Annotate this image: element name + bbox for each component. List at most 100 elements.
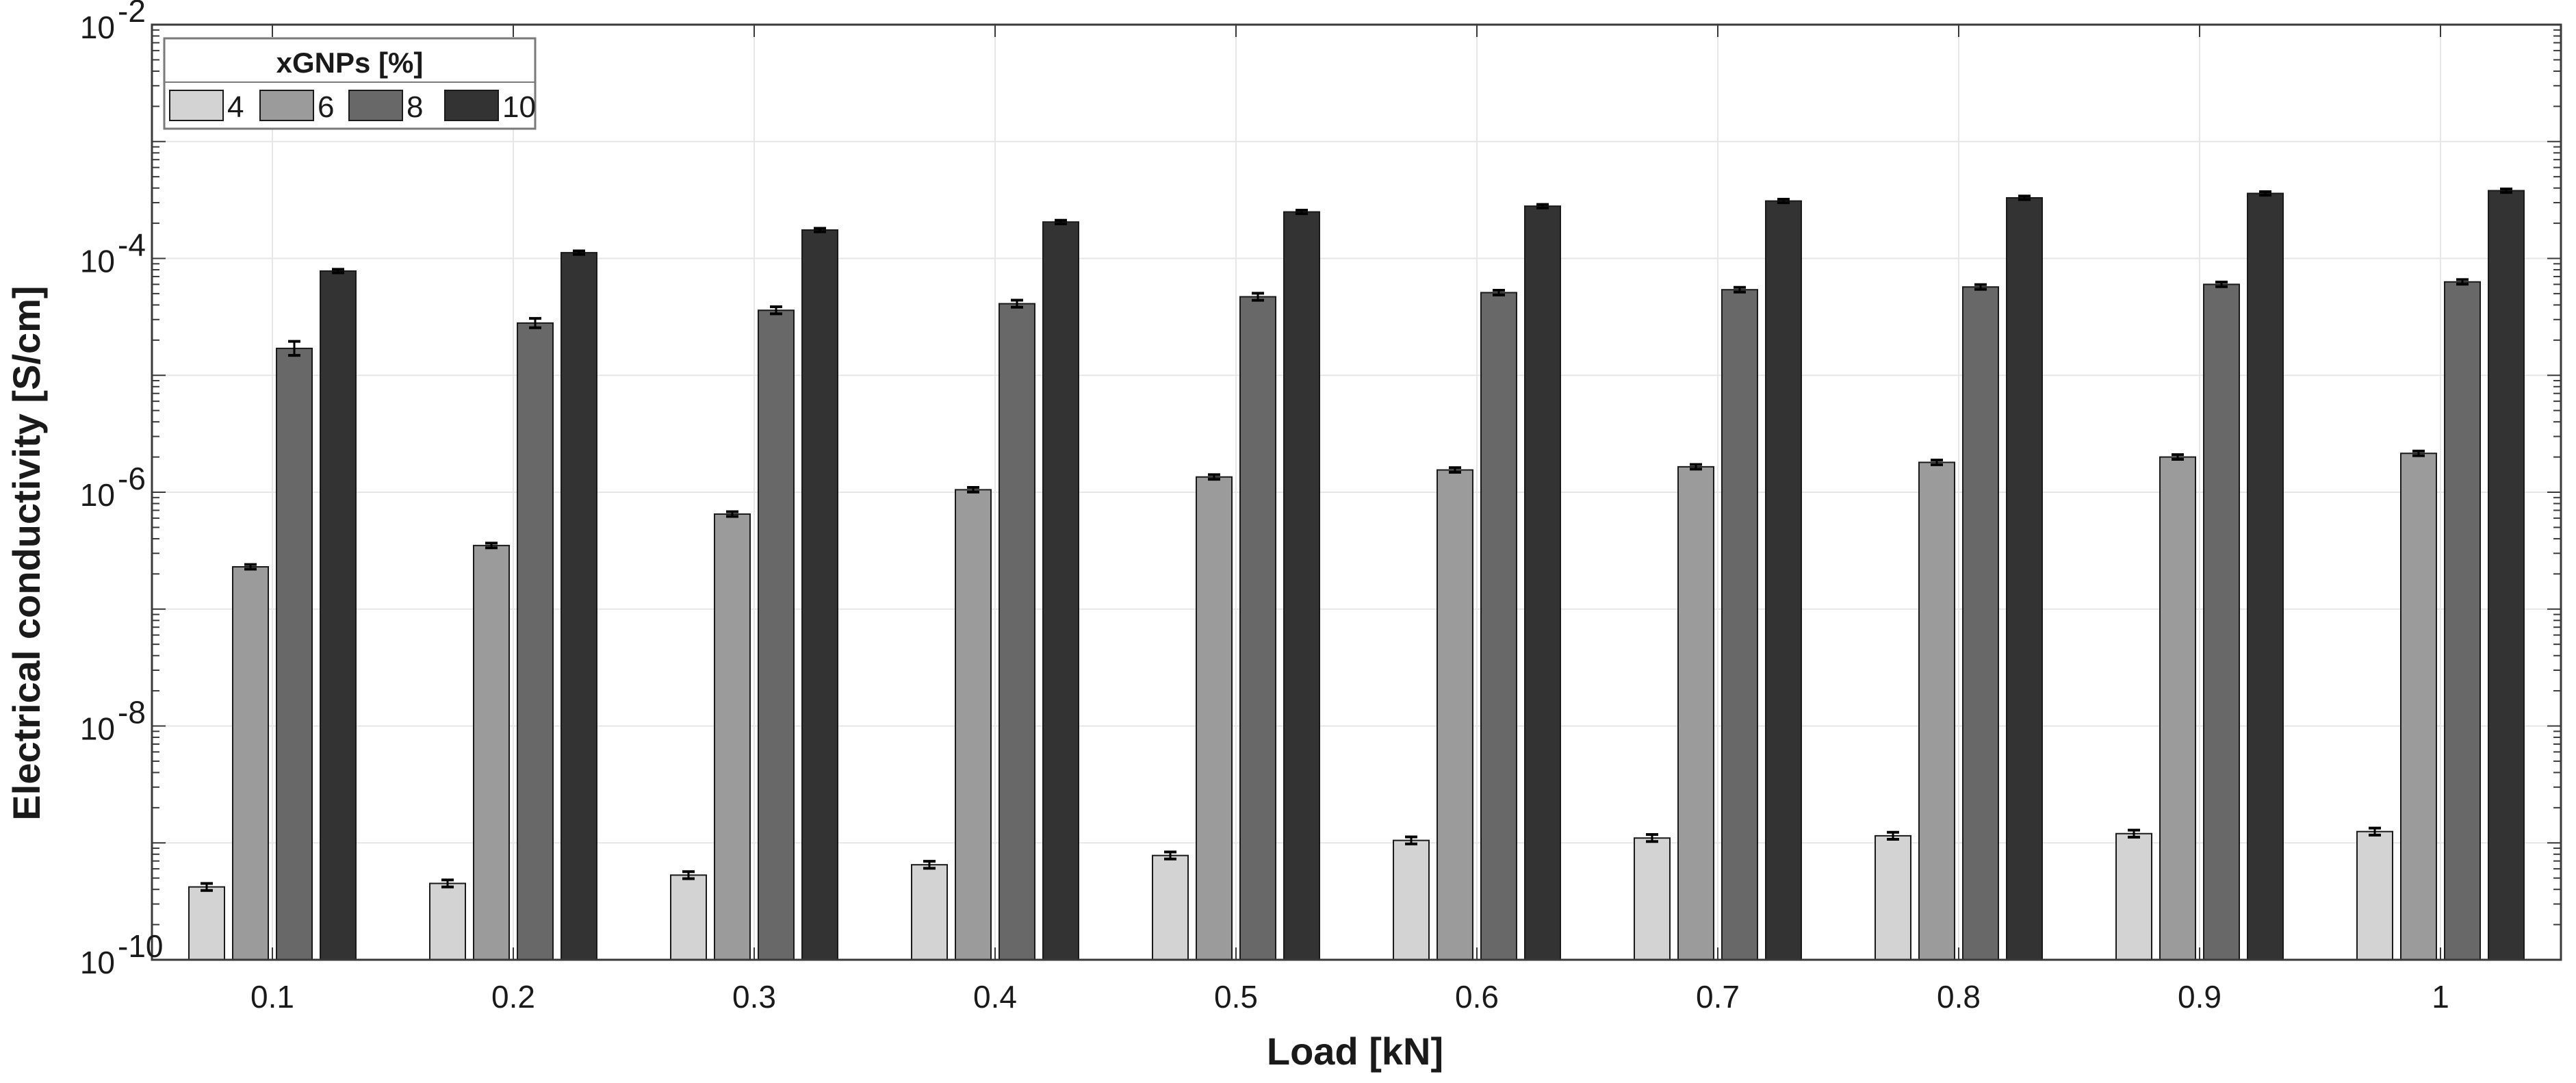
error-bar [485,542,498,550]
error-bar [2172,453,2184,461]
x-tick-label: 0.5 [1214,979,1258,1015]
y-tick-label-exponent: -10 [118,928,163,964]
error-bar [529,317,541,329]
bar-series-8-load-0.3 [758,309,795,960]
error-bar [2369,826,2381,837]
bar-series-4-load-0.6 [1393,839,1430,961]
error-bar [1931,458,1943,466]
bar-series-10-load-0.7 [1765,200,1802,960]
bar-series-8-load-0.1 [276,347,313,961]
bar-series-8-load-0.8 [1962,286,1999,960]
error-bar [967,485,979,494]
error-bar [2215,280,2228,288]
bar-series-10-load-1 [2488,190,2525,960]
bar-series-10-load-0.2 [561,252,597,960]
bar-series-6-load-0.9 [2159,456,2196,960]
legend-label: 8 [407,90,423,124]
x-tick-label: 0.9 [2178,979,2221,1015]
legend-item-8: 8 [348,90,423,124]
grid-lines [152,24,2561,960]
bar-series-10-load-0.9 [2247,192,2284,960]
y-tick-label-base: 10 [80,477,115,513]
y-tick-label-exponent: -4 [118,227,146,263]
y-tick-label: 10 [80,10,115,45]
error-bar [2018,194,2031,201]
error-bar [1493,289,1505,296]
y-axis-title: Electrical conductivity [S/cm] [5,285,48,820]
bar-series-6-load-0.1 [232,565,269,960]
legend-swatch [259,90,314,121]
bar-series-8-load-0.7 [1721,289,1758,960]
legend-label: 6 [318,90,334,124]
error-bar [1011,298,1023,309]
legend-items: 4 6 8 10 [169,90,536,124]
axes [151,23,2562,961]
bar-series-10-load-0.5 [1283,211,1320,960]
bar-series-8-load-1 [2444,281,2481,961]
legend-label: 4 [227,90,244,124]
x-tick-label: 0.4 [973,979,1017,1015]
bar-series-8-load-0.2 [517,322,554,960]
bar-series-6-load-0.5 [1196,476,1233,960]
error-bar [1734,285,1746,294]
error-bar [288,340,300,357]
bar-series-4-load-1 [2356,830,2393,961]
error-bar [332,268,344,275]
error-bar [1449,466,1461,474]
bar-series-8-load-0.5 [1239,296,1276,960]
y-tick-label-base: 10 [80,711,115,747]
error-bar [2456,278,2469,286]
error-bar [1887,830,1899,841]
bar-series-4-load-0.8 [1875,834,1911,961]
y-tick-label-base: 10 [80,244,115,279]
y-tick-label: 10 [80,711,115,747]
legend-swatch [444,90,499,121]
legend-swatch [348,90,403,121]
error-bar [682,870,695,880]
bars [188,187,2525,961]
error-bar [1974,283,1987,291]
error-bar [2259,190,2271,197]
error-bar [244,563,257,571]
error-bar [1164,850,1176,861]
bar-series-8-load-0.4 [999,303,1035,961]
bar-series-4-load-0.1 [188,886,225,961]
bar-series-4-load-0.2 [429,882,466,961]
error-bar [1536,203,1549,209]
x-tick-label: 1 [2432,979,2449,1015]
bar-series-4-load-0.3 [670,874,707,961]
error-bar [1208,473,1220,481]
legend-swatch [169,90,224,121]
x-tick-label: 0.2 [491,979,535,1015]
bar-series-4-load-0.5 [1152,854,1189,960]
bar-series-6-load-0.4 [955,489,992,960]
error-bar [1690,463,1702,471]
y-tick-label-base: 10 [80,945,115,980]
error-bar [573,249,585,256]
error-bar [1405,835,1417,845]
error-bar [923,860,936,870]
y-tick-label: 10 [80,477,115,513]
bar-series-4-load-0.9 [2115,832,2152,961]
y-tick-label-exponent: -2 [118,0,146,29]
error-bar [1777,198,1790,205]
legend-item-4: 4 [169,90,244,124]
x-tick-label: 0.1 [250,979,294,1015]
bar-series-6-load-0.3 [714,513,751,960]
y-tick-label-exponent: -6 [118,461,146,496]
legend-label: 10 [502,90,536,124]
y-tick-label: 10 [80,945,115,980]
error-bar [1296,208,1308,216]
bar-series-6-load-0.2 [473,544,510,960]
bar-series-6-load-0.6 [1437,469,1473,960]
error-bar [201,882,213,892]
legend-item-6: 6 [259,90,334,124]
bar-series-10-load-0.8 [2006,196,2043,960]
legend: xGNPs [%] 4 6 8 10 [163,37,537,130]
bar-series-4-load-0.7 [1634,837,1671,961]
bar-series-10-load-0.4 [1042,221,1079,960]
error-bar [814,227,826,233]
legend-item-10: 10 [444,90,536,124]
y-tick-label-base: 10 [80,10,115,45]
